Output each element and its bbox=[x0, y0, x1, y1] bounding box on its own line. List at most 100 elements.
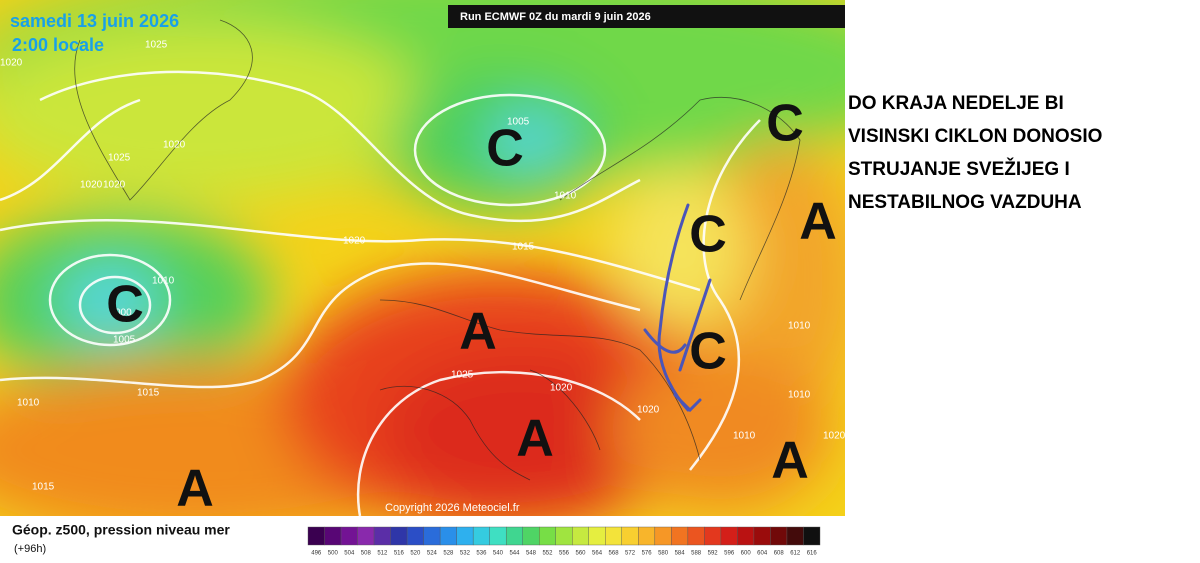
comment-line: NESTABILNOG VAZDUHA bbox=[848, 192, 1082, 213]
scale-label: 608 bbox=[774, 551, 785, 557]
scale-label: 504 bbox=[344, 551, 355, 557]
isobar-label: 1020 bbox=[823, 431, 846, 442]
scale-swatch bbox=[704, 526, 722, 546]
pressure-system: C bbox=[486, 120, 524, 178]
comment-line: DO KRAJA NEDELJE BI bbox=[848, 93, 1064, 114]
pressure-system: C bbox=[689, 323, 727, 381]
scale-label: 612 bbox=[790, 551, 801, 557]
time: 2:00 locale bbox=[12, 35, 104, 55]
scale-label: 548 bbox=[526, 551, 537, 557]
scale-swatch bbox=[638, 526, 656, 546]
scale-label: 600 bbox=[741, 551, 752, 557]
scale-label: 580 bbox=[658, 551, 669, 557]
scale-swatch bbox=[605, 526, 623, 546]
scale-swatch bbox=[555, 526, 573, 546]
isobar-label: 1020 bbox=[0, 58, 23, 69]
scale-swatch bbox=[406, 526, 424, 546]
scale-label: 496 bbox=[311, 551, 322, 557]
scale-swatch bbox=[456, 526, 474, 546]
isobar-label: 1020 bbox=[550, 383, 573, 394]
scale-label: 556 bbox=[559, 551, 570, 557]
scale-label: 524 bbox=[427, 551, 438, 557]
scale-label: 520 bbox=[410, 551, 421, 557]
scale-swatch bbox=[753, 526, 771, 546]
scale-swatch bbox=[505, 526, 523, 546]
scale-swatch bbox=[786, 526, 804, 546]
scale-swatch bbox=[572, 526, 589, 546]
isobar-label: 1025 bbox=[451, 370, 474, 381]
scale-label: 552 bbox=[542, 551, 553, 557]
pressure-system: A bbox=[516, 410, 554, 468]
comment-line: STRUJANJE SVEŽIJEG I bbox=[848, 158, 1070, 180]
scale-swatch bbox=[439, 526, 457, 546]
scale-label: 512 bbox=[377, 551, 388, 557]
isobar-label: 1015 bbox=[137, 388, 160, 399]
scale-swatch bbox=[588, 526, 606, 546]
scale-label: 584 bbox=[675, 551, 686, 557]
scale-label: 528 bbox=[443, 551, 454, 557]
scale-swatch bbox=[373, 526, 391, 546]
scale-swatch bbox=[307, 526, 325, 546]
scale-label: 576 bbox=[642, 551, 653, 557]
isobar-label: 1020 bbox=[343, 236, 366, 247]
scale-swatch bbox=[671, 526, 689, 546]
isobar-label: 1025 bbox=[145, 40, 168, 51]
scale-label: 508 bbox=[361, 551, 372, 557]
scale-label: 536 bbox=[476, 551, 487, 557]
scale-swatch bbox=[423, 526, 441, 546]
scale-label: 592 bbox=[708, 551, 719, 557]
scale-swatch bbox=[654, 526, 672, 546]
isobar-label: 1010 bbox=[17, 398, 40, 409]
scale-swatch bbox=[390, 526, 408, 546]
isobar-label: 1005 bbox=[113, 335, 136, 346]
copyright: Copyright 2026 Meteociel.fr bbox=[385, 502, 520, 514]
legend-subtitle: (+96h) bbox=[14, 543, 46, 555]
scale-label: 516 bbox=[394, 551, 405, 557]
scale-label: 604 bbox=[757, 551, 768, 557]
scale-swatch bbox=[472, 526, 490, 546]
scale-label: 568 bbox=[609, 551, 620, 557]
isobar-label: 1015 bbox=[512, 242, 535, 253]
scale-label: 588 bbox=[691, 551, 702, 557]
comment: DO KRAJA NEDELJE BI VISINSKI CIKLON DONOS… bbox=[848, 93, 1102, 213]
scale-label: 532 bbox=[460, 551, 471, 557]
isobar-label: 1015 bbox=[32, 482, 55, 493]
run-info: Run ECMWF 0Z du mardi 9 juin 2026 bbox=[460, 11, 651, 23]
scale-swatch bbox=[687, 526, 705, 546]
scale-swatch bbox=[324, 526, 342, 546]
isobar-label: 1010 bbox=[554, 191, 577, 202]
scale-label: 500 bbox=[328, 551, 339, 557]
scale-label: 540 bbox=[493, 551, 504, 557]
scale-swatch bbox=[340, 526, 358, 546]
pressure-system: A bbox=[799, 193, 837, 251]
scale-label: 616 bbox=[807, 551, 818, 557]
pressure-system: A bbox=[771, 432, 809, 490]
isobar-label: 1025 bbox=[108, 153, 131, 164]
isobar-label: 1010 bbox=[788, 321, 811, 332]
scale-label: 544 bbox=[509, 551, 520, 557]
pressure-system: C bbox=[689, 206, 727, 264]
scale-swatch bbox=[539, 526, 556, 546]
scale-label: 564 bbox=[592, 551, 603, 557]
color-scale: 496 500 504 508 512 516 520 524 528 532 536 540 544 5… bbox=[307, 526, 821, 557]
scale-swatch bbox=[737, 526, 755, 546]
isobar-label: 1020 bbox=[103, 180, 126, 191]
isobar-label: 1010 bbox=[733, 431, 756, 442]
isobar-label: 1020 bbox=[637, 405, 660, 416]
scale-label: 596 bbox=[724, 551, 735, 557]
isobar-label: 000 bbox=[115, 308, 132, 319]
scale-swatch bbox=[770, 526, 788, 546]
isobar-label: 1010 bbox=[788, 390, 811, 401]
scale-swatch bbox=[522, 526, 540, 546]
pressure-system: A bbox=[459, 303, 497, 361]
isobar-label: 1020 bbox=[80, 180, 103, 191]
scale-swatch bbox=[720, 526, 738, 546]
scale-swatch bbox=[803, 526, 821, 546]
legend-title: Géop. z500, pression niveau mer bbox=[12, 522, 230, 538]
isobar-label: 1010 bbox=[152, 276, 175, 287]
scale-swatch bbox=[357, 526, 375, 546]
